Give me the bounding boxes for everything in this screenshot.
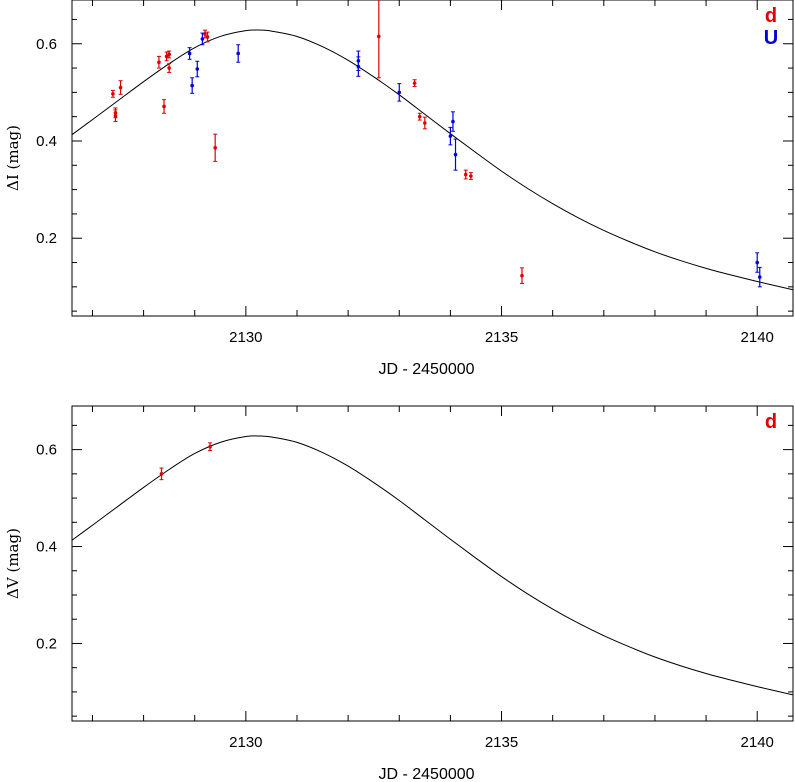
x-tick-label: 2135 [485,329,518,346]
y-tick-label: 0.2 [36,635,57,652]
data-point-d [412,81,417,85]
y-axis-label: ΔV (mag) [4,528,22,599]
data-point-d [463,172,468,177]
data-point-d [167,52,171,57]
data-point-d [113,113,118,118]
y-tick-label: 0.6 [36,36,57,53]
x-tick-label: 2140 [741,734,774,751]
y-tick-label: 0.4 [36,133,57,150]
data-point-u [755,260,760,265]
x-tick-label: 2130 [229,329,262,346]
data-point-u [453,152,458,157]
data-point-d [208,444,212,449]
data-point-u [190,83,194,88]
model-curve [72,435,793,696]
plot-frame [71,0,794,317]
data-point-d [205,35,210,39]
data-point-u [757,275,762,279]
x-tick-label: 2140 [741,329,774,346]
y-tick-label: 0.4 [36,539,57,556]
data-point-u [448,134,453,138]
data-point-d [423,121,427,125]
data-point-d [162,104,166,109]
data-point-d [167,66,171,70]
data-point-d [118,85,123,90]
data-point-d [377,34,381,39]
y-tick-label: 0.6 [36,442,57,459]
data-point-d [157,60,161,65]
i-band-panel: 2130 2135 2140 0.2 0.4 0.6 JD - 2450000 ΔI (mag… [4,0,794,378]
y-axis-label: ΔI (mag) [4,125,22,191]
legend-entry-d: d [765,5,777,27]
v-band-panel: 2130 2135 2140 0.2 0.4 0.6 JD - 2450000 ΔV (mag… [4,405,794,782]
data-point-d [520,273,524,278]
data-point-u [451,119,455,124]
data-point-u [195,67,200,71]
data-point-d [469,174,473,178]
x-axis-label: JD - 2450000 [378,361,474,378]
data-point-u [236,51,240,56]
data-point-u [200,37,205,41]
plot-frame [71,405,794,722]
data-point-d [417,114,422,119]
data-point-d [213,145,217,150]
x-axis-label: JD - 2450000 [378,766,474,782]
legend-entry-d: d [765,411,777,433]
data-point-d [164,54,169,59]
x-tick-label: 2135 [485,734,518,751]
data-point-u [187,51,192,56]
x-tick-label: 2130 [229,734,262,751]
y-tick-label: 0.2 [36,230,57,247]
data-point-u [356,58,361,63]
data-point-d [111,92,115,96]
legend-entry-u: U [764,27,778,49]
data-point-d [159,472,164,476]
data-point-u [397,90,402,95]
model-curve [72,29,793,291]
